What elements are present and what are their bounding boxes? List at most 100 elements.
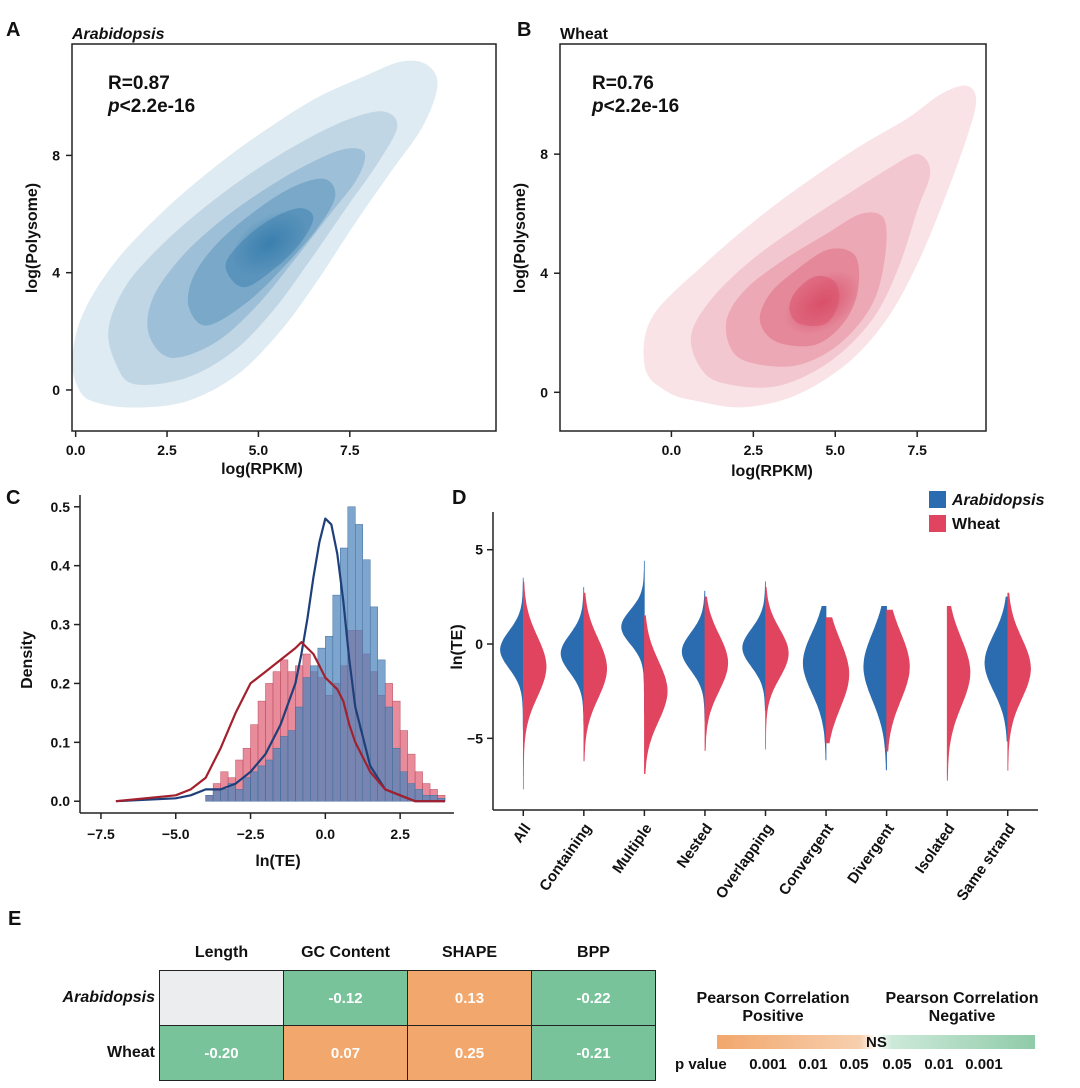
y-tick-label: 4 xyxy=(52,265,60,281)
y-axis-label-b: log(Polysome) xyxy=(512,183,529,293)
y-tick-label: 0 xyxy=(52,382,60,398)
stat-p-b: p<2.2e-16 xyxy=(591,96,679,117)
kde-contours-arabidopsis xyxy=(71,60,438,408)
x-tick-label: 7.5 xyxy=(907,442,927,458)
plot-frame-a xyxy=(71,43,497,432)
histogram-bar xyxy=(272,747,281,802)
x-tick-label: −2.5 xyxy=(237,826,265,842)
table-row: Arabidopsis -0.12 0.13 -0.22 xyxy=(40,970,656,1026)
category-label: Multiple xyxy=(609,821,655,877)
col-header-bpp: BPP xyxy=(577,944,610,961)
stat-r-a: R=0.87 xyxy=(108,73,170,94)
histogram-bar xyxy=(257,765,266,802)
heatmap-cell: 0.07 xyxy=(283,1025,408,1081)
x-tick-label: −7.5 xyxy=(87,826,115,842)
x-axis-label-c: ln(TE) xyxy=(255,853,300,870)
y-tick-label: 5 xyxy=(475,542,483,558)
legend-swatch-wheat xyxy=(929,515,946,532)
x-tick-label: 5.0 xyxy=(249,442,269,458)
figure-svg: A Arabidopsis R=0.87 p<2.2e-16 0.0 2.5 5.0… xyxy=(6,19,1045,900)
violin-half xyxy=(560,587,585,725)
stat-r-b: R=0.76 xyxy=(592,73,654,94)
x-tick-label: 0.0 xyxy=(662,442,682,458)
col-header-gc: GC Content xyxy=(301,944,390,961)
x-tick-label: 2.5 xyxy=(390,826,410,842)
x-tick-label: 2.5 xyxy=(744,442,764,458)
panel-c: C −7.5 −5.0 −2.5 0.0 2.5 0.0 0.1 0.2 0.3 0.4 0.5 l… xyxy=(6,487,454,870)
p-value-tick: 0.001 xyxy=(749,1056,787,1073)
heatmap-cell: 0.13 xyxy=(407,970,532,1026)
histogram-bar xyxy=(310,665,319,802)
heatmap-cell: -0.22 xyxy=(531,970,656,1026)
axis-ticks-b: 0.0 2.5 5.0 7.5 0 4 8 xyxy=(540,146,927,458)
histogram-bar xyxy=(325,636,334,802)
p-value-tick: 0.001 xyxy=(965,1056,1003,1073)
legend-d: Arabidopsis Wheat xyxy=(929,491,1045,533)
violin-half xyxy=(500,577,524,730)
y-tick-label: −5 xyxy=(467,730,483,746)
panel-label-b: B xyxy=(517,19,531,41)
histogram-bar xyxy=(295,706,304,802)
stat-p-letter-a: p xyxy=(107,96,120,117)
p-value-tick: 0.05 xyxy=(839,1056,869,1073)
violin-half xyxy=(742,581,766,711)
violin-half xyxy=(886,609,910,752)
category-label: Nested xyxy=(674,821,717,872)
panel-d: D 5 0 −5 All Containing Multiple NestedOverlap… xyxy=(449,487,1045,900)
histogram-bar xyxy=(220,789,229,802)
split-violins xyxy=(500,560,1031,790)
histogram-bar xyxy=(242,777,251,802)
y-tick-label: 0.0 xyxy=(51,793,71,809)
stat-p-value-a: <2.2e-16 xyxy=(120,96,196,117)
legend-negative-title: Pearson Correlation Negative xyxy=(885,990,1039,1025)
row-label-arabidopsis: Arabidopsis xyxy=(62,989,155,1006)
legend-swatch-arabidopsis xyxy=(929,491,946,508)
violin-half xyxy=(583,592,608,762)
x-tick-label: 5.0 xyxy=(826,442,846,458)
panel-a: A Arabidopsis R=0.87 p<2.2e-16 0.0 2.5 5.0… xyxy=(6,19,497,478)
corner-cell xyxy=(40,942,160,971)
violin-half xyxy=(522,581,547,790)
y-tick-label: 0.5 xyxy=(51,499,71,515)
density-line xyxy=(115,641,445,803)
col-header-length: Length xyxy=(194,944,249,961)
y-axis-label-d: ln(TE) xyxy=(449,624,466,669)
category-label: Overlapping xyxy=(713,821,777,900)
p-value-tick: 0.01 xyxy=(798,1056,828,1073)
panel-b: B Wheat R=0.76 p<2.2e-16 0.0 2.5 5.0 7.5 0 4 8… xyxy=(512,19,987,480)
panel-label-d: D xyxy=(452,487,466,509)
y-tick-label: 0.1 xyxy=(51,734,71,750)
kde-core xyxy=(231,211,307,276)
histogram-bar xyxy=(250,771,259,802)
legend-positive-title: Pearson Correlation Positive xyxy=(696,990,850,1025)
p-value-label: p value xyxy=(675,1056,727,1073)
histogram-bar xyxy=(332,594,341,802)
histogram-bar xyxy=(265,759,274,802)
violin-half xyxy=(681,590,706,721)
category-label: Convergent xyxy=(776,821,838,899)
heatmap-cell: -0.12 xyxy=(283,970,408,1026)
p-value-tick: 0.01 xyxy=(924,1056,954,1073)
category-label: Divergent xyxy=(844,821,898,887)
histogram-bar xyxy=(235,789,244,802)
x-tick-label: −5.0 xyxy=(162,826,190,842)
correlation-color-scale xyxy=(717,1035,1035,1049)
correlation-table: Length GC Content SHAPE BPP Arabidopsis … xyxy=(40,942,656,1081)
y-tick-label: 0 xyxy=(540,384,548,400)
histogram-bar xyxy=(212,789,221,802)
p-value-scale: p value 0.001 0.01 0.05 0.05 0.01 0.001 xyxy=(675,1056,1009,1073)
row-label-wheat: Wheat xyxy=(107,1044,155,1061)
histogram-bar xyxy=(355,524,363,802)
heatmap-cell: -0.21 xyxy=(531,1025,656,1081)
y-tick-label: 8 xyxy=(52,147,60,163)
violin-half xyxy=(984,596,1009,742)
x-axis-label-a: log(RPKM) xyxy=(221,461,303,478)
x-tick-label: 2.5 xyxy=(157,442,177,458)
histogram-bars xyxy=(205,506,446,802)
category-label: Same strand xyxy=(953,821,1019,900)
axis-ticks-a: 0.0 2.5 5.0 7.5 0 4 8 xyxy=(52,147,360,458)
violin-half xyxy=(802,606,827,761)
violin-half xyxy=(765,587,789,750)
violin-half xyxy=(621,560,645,714)
stat-p-a: p<2.2e-16 xyxy=(107,96,195,117)
